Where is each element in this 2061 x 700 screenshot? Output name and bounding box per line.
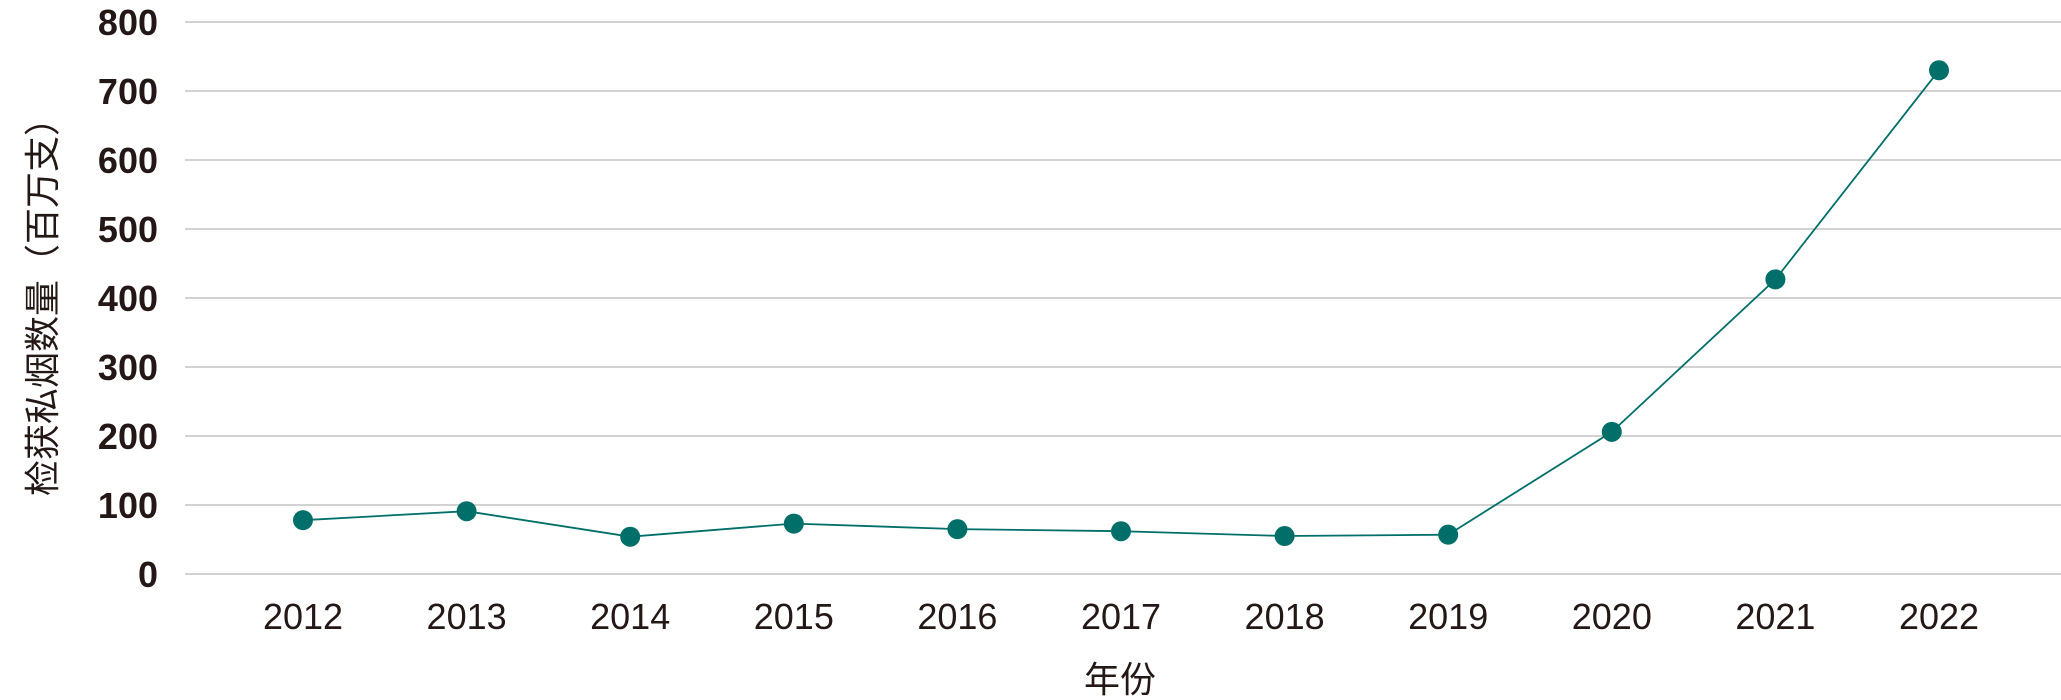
data-point-2014 [620, 526, 641, 547]
x-tick-label: 2012 [263, 596, 343, 637]
series-group [293, 60, 1949, 547]
x-tick-label: 2014 [590, 596, 670, 637]
data-point-2016 [947, 519, 968, 540]
x-tick-label: 2017 [1081, 596, 1161, 637]
y-axis-ticks: 0 100 200 300 400 500 600 700 800 [98, 2, 158, 595]
x-tick-label: 2015 [754, 596, 834, 637]
data-point-2015 [783, 513, 804, 534]
x-axis-label: 年份 [1084, 660, 1156, 700]
y-axis-label: 检获私烟数量（百万支） [23, 100, 64, 496]
data-point-2021 [1765, 269, 1786, 290]
x-tick-label: 2018 [1245, 596, 1325, 637]
x-tick-label: 2013 [427, 596, 507, 637]
y-tick-label: 300 [98, 347, 158, 388]
data-point-2018 [1274, 526, 1295, 547]
y-tick-label: 500 [98, 209, 158, 250]
data-point-2019 [1438, 524, 1459, 545]
data-point-2013 [456, 501, 477, 522]
gridlines [185, 21, 2061, 575]
x-tick-label: 2022 [1899, 596, 1979, 637]
data-point-2020 [1601, 421, 1622, 442]
y-tick-label: 700 [98, 71, 158, 112]
x-tick-label: 2021 [1735, 596, 1815, 637]
y-tick-label: 100 [98, 485, 158, 526]
x-axis-ticks: 2012 2013 2014 2015 2016 2017 2018 2019 2020 2021… [263, 596, 1979, 637]
y-tick-label: 800 [98, 2, 158, 43]
data-point-2022 [1929, 60, 1949, 81]
y-tick-label: 200 [98, 416, 158, 457]
y-tick-label: 600 [98, 140, 158, 181]
y-tick-label: 400 [98, 278, 158, 319]
series-line [302, 69, 1940, 538]
data-point-2017 [1111, 521, 1131, 542]
data-point-2012 [293, 510, 313, 531]
x-tick-label: 2019 [1408, 596, 1488, 637]
y-tick-label: 0 [138, 554, 158, 595]
x-tick-label: 2020 [1572, 596, 1652, 637]
x-tick-label: 2016 [917, 596, 997, 637]
